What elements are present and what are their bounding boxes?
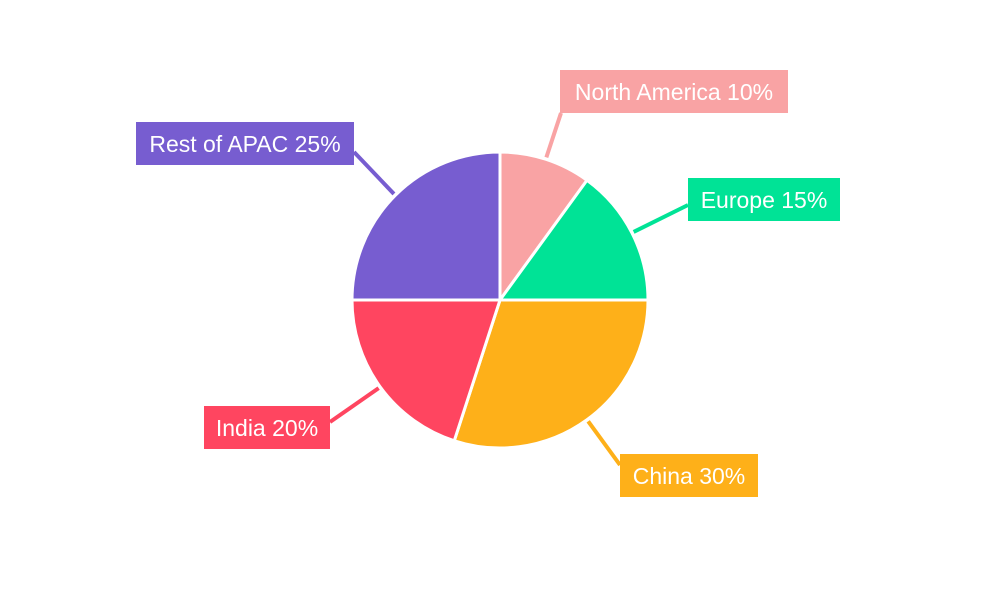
data-label: China 30% [633, 463, 746, 489]
data-label-box [204, 406, 330, 449]
data-label-box [560, 70, 788, 113]
data-label-box [620, 454, 758, 497]
data-label: North America 10% [575, 79, 773, 105]
pie-slice-china[interactable] [452, 298, 650, 450]
pie-slice-india[interactable] [350, 298, 503, 443]
data-label-box [136, 122, 354, 165]
data-label: Europe 15% [701, 187, 828, 213]
leader-line [544, 112, 563, 158]
pie-slice-north-america[interactable] [498, 150, 590, 305]
leader-line [328, 386, 380, 424]
data-label: Rest of APAC 25% [149, 131, 340, 157]
leader-line [586, 420, 622, 467]
leader-line [352, 150, 396, 196]
data-label: India 20% [216, 415, 318, 441]
pie-slice-europe[interactable] [497, 178, 650, 302]
data-label-box [688, 178, 840, 221]
leader-line [632, 203, 689, 234]
pie-slices [350, 150, 650, 450]
pie-slice-rest-of-apac[interactable] [350, 150, 502, 302]
pie-labels: North America 10% Europe 15% China 30% Indi… [136, 70, 840, 497]
